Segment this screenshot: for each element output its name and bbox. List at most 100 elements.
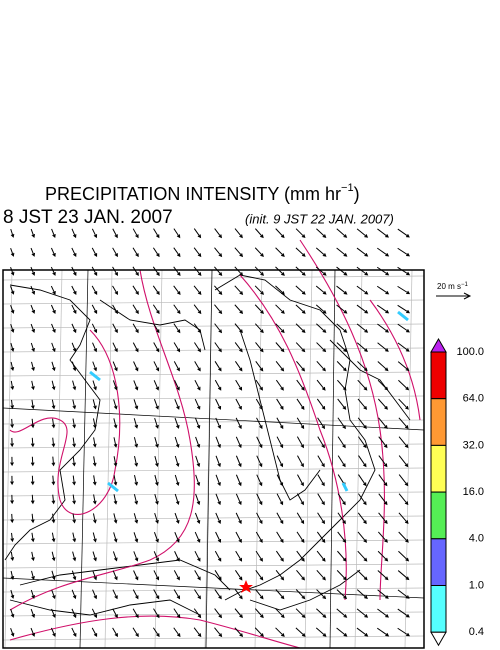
wind-arrow	[133, 551, 139, 562]
wind-arrow	[214, 589, 222, 600]
title-main: PRECIPITATION INTENSITY (mm hr	[45, 184, 341, 204]
wind-arrow	[71, 266, 77, 276]
wind-arrow	[10, 228, 15, 238]
title: PRECIPITATION INTENSITY (mm hr−1)	[45, 182, 360, 204]
wind-arrow	[173, 608, 181, 619]
wind-arrow	[398, 493, 409, 506]
wind-arrow	[275, 360, 285, 372]
wind-arrow	[112, 228, 118, 239]
wind-arrow	[316, 398, 326, 410]
wind-arrow	[356, 608, 369, 618]
wind-arrow	[10, 286, 15, 295]
wind-arrow	[356, 304, 369, 314]
wind-arrow	[275, 379, 284, 391]
wind-arrow	[153, 532, 159, 543]
parallel	[2, 347, 425, 353]
wind-arrow	[336, 323, 348, 333]
wind-arrow	[132, 323, 139, 334]
wind-arrow	[50, 247, 56, 257]
parallel	[2, 611, 425, 617]
wind-arrow	[10, 361, 15, 371]
wind-arrow	[72, 456, 76, 467]
wind-arrow	[336, 285, 348, 295]
wind-arrow	[154, 436, 159, 448]
wind-arrow	[317, 436, 325, 449]
wind-arrow	[336, 608, 348, 618]
wind-arrow	[377, 550, 389, 562]
wind-arrow	[275, 589, 285, 600]
wind-arrow	[91, 285, 98, 296]
wind-arrow	[276, 531, 284, 543]
wind-arrow	[316, 228, 327, 238]
wind-arrow	[316, 589, 327, 600]
wind-arrow	[30, 285, 36, 295]
wind-arrow	[255, 342, 264, 353]
wind-arrow	[296, 512, 305, 525]
wind-arrow	[194, 589, 201, 600]
wind-arrow	[112, 551, 118, 562]
wind-arrow	[215, 455, 221, 468]
wind-arrow	[112, 570, 118, 581]
wind-arrow	[254, 627, 264, 637]
wind-arrow	[193, 304, 202, 315]
wind-arrow	[10, 551, 15, 562]
wind-arrow	[133, 418, 139, 429]
wind-arrow	[397, 323, 410, 333]
wind-arrow	[398, 436, 409, 449]
wind-arrow	[234, 589, 243, 600]
wind-arrow	[356, 285, 369, 295]
wind-arrow	[194, 531, 201, 543]
wind-arrow	[194, 361, 201, 372]
wind-arrow	[71, 285, 77, 295]
wind-arrow	[132, 589, 139, 600]
wind-arrow	[256, 436, 263, 449]
wind-arrow	[92, 418, 97, 429]
wind-arrow	[255, 569, 264, 581]
wind-arrow	[377, 398, 388, 410]
wind-arrow	[234, 285, 244, 295]
wind-arrow	[173, 247, 181, 258]
colorbar-label: 32.0	[463, 439, 484, 451]
wind-arrow	[397, 285, 411, 295]
wind-arrow	[356, 323, 369, 333]
wind-arrow	[10, 304, 15, 314]
wind-arrow	[358, 474, 367, 487]
wind-arrow	[214, 266, 223, 277]
wind-arrow	[194, 512, 201, 524]
parallel	[2, 587, 425, 593]
parallel	[2, 635, 425, 641]
wind-arrow	[30, 456, 35, 467]
wind-arrow	[377, 570, 389, 581]
wind-arrow	[173, 342, 181, 353]
wind-arrow	[71, 342, 77, 353]
wind-arrow	[72, 532, 77, 543]
wind-arrow	[317, 512, 326, 525]
wind-arrow	[30, 247, 36, 257]
wind-arrow	[92, 361, 97, 372]
wind-arrow	[336, 627, 348, 637]
wind-arrow	[72, 475, 76, 486]
wind-arrow	[51, 532, 56, 543]
wind-arrow	[336, 570, 347, 581]
wind-arrow	[30, 342, 35, 353]
wind-arrow	[357, 417, 367, 430]
wind-arrow	[51, 361, 56, 372]
wind-arrow	[337, 550, 347, 562]
wind-arrow	[193, 627, 202, 638]
wind-arrow	[193, 266, 202, 277]
wind-arrow	[254, 608, 264, 619]
wind-arrow	[133, 437, 139, 448]
wind-arrow	[31, 551, 35, 562]
wind-arrow	[71, 361, 77, 372]
wind-arrow	[132, 304, 139, 315]
parallel	[2, 467, 425, 473]
wind-arrow	[10, 380, 15, 391]
wind-arrow	[193, 247, 202, 258]
wind-arrow	[174, 417, 180, 429]
wind-arrow	[92, 589, 98, 600]
wind-arrow	[193, 608, 202, 619]
wind-arrow	[133, 361, 139, 372]
wind-arrow	[296, 417, 305, 430]
wind-arrow	[30, 437, 35, 448]
wind-arrow	[10, 608, 15, 618]
